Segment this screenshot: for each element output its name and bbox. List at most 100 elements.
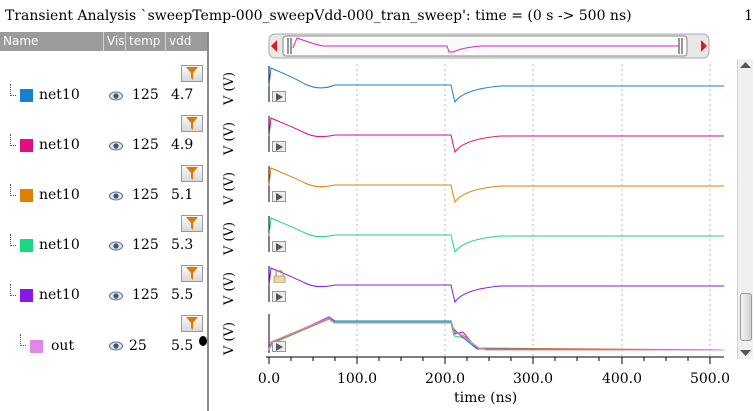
filter-button[interactable] [181, 65, 203, 82]
waveform-plot-area[interactable]: V (V) V (V) V (V) V (V) V (V) V (V) 0.0 … [211, 32, 755, 411]
x-tick-label: 500.0 [689, 371, 731, 387]
filter-button[interactable] [181, 315, 203, 332]
eye-icon[interactable] [109, 189, 123, 203]
title-bar: Transient Analysis `sweepTemp-000_sweepV… [0, 0, 755, 32]
signal-row[interactable]: net10 125 5.1 [0, 159, 207, 209]
signal-temp: 125 [132, 87, 159, 103]
x-tick-label: 400.0 [601, 371, 643, 387]
play-triangle-icon [276, 143, 283, 151]
signal-color-swatch[interactable] [20, 139, 33, 152]
strip-ylabel: V (V) [222, 121, 237, 155]
strip-menu-button[interactable] [272, 241, 286, 252]
selected-indicator [199, 336, 207, 346]
play-triangle-icon [276, 93, 283, 101]
column-header-vdd[interactable]: vdd [169, 34, 192, 48]
funnel-filter-icon [186, 267, 198, 280]
signal-vdd: 5.5 [171, 287, 194, 303]
tree-connector [10, 134, 16, 146]
waveform-net10-vdd4.7[interactable] [268, 67, 724, 104]
scroll-down-arrow-icon[interactable] [740, 349, 751, 357]
vertical-scrollbar[interactable] [737, 59, 753, 359]
list-header: Name Vis temp vdd [0, 32, 207, 51]
overview-scroller[interactable] [268, 33, 710, 59]
signal-row[interactable]: net10 125 4.9 [0, 109, 207, 159]
funnel-filter-icon [186, 317, 198, 330]
x-tick-label: 300.0 [512, 371, 554, 387]
filter-button[interactable] [181, 165, 203, 182]
waveform-net10-vdd4.9[interactable] [268, 117, 724, 154]
red-arrow-left-icon[interactable] [271, 40, 277, 52]
waveform-out-group[interactable] [268, 316, 725, 351]
funnel-filter-icon [186, 167, 198, 180]
signal-row[interactable]: net10 125 4.7 [0, 59, 207, 109]
x-tick-label: 200.0 [424, 371, 466, 387]
play-triangle-icon [276, 193, 283, 201]
red-arrow-right-icon[interactable] [701, 40, 707, 52]
signal-name: net10 [39, 87, 80, 103]
scrollbar-thumb[interactable] [740, 293, 752, 341]
tree-connector [10, 284, 16, 296]
tree-connector [10, 84, 16, 96]
lock-icon[interactable] [273, 270, 286, 283]
signal-row[interactable]: out 25 5.5 [0, 309, 207, 359]
signal-color-swatch[interactable] [20, 289, 33, 302]
filter-button[interactable] [181, 265, 203, 282]
signal-color-swatch[interactable] [30, 340, 43, 353]
eye-icon[interactable] [109, 339, 123, 353]
waveform-net10-vdd5.1[interactable] [268, 167, 724, 204]
waveform-canvas[interactable] [211, 32, 755, 411]
funnel-filter-icon [186, 217, 198, 230]
play-triangle-icon [276, 293, 283, 301]
signal-row[interactable]: net10 125 5.5 [0, 259, 207, 309]
signal-vdd: 5.1 [171, 187, 194, 203]
signal-name: out [51, 338, 75, 354]
strip-menu-button[interactable] [272, 291, 286, 302]
signal-temp: 125 [132, 187, 159, 203]
signal-name: net10 [39, 237, 80, 253]
play-triangle-icon [276, 343, 283, 351]
signal-temp: 125 [132, 137, 159, 153]
funnel-filter-icon [186, 67, 198, 80]
signal-vdd: 4.9 [171, 137, 194, 153]
x-tick-label: 100.0 [336, 371, 378, 387]
eye-icon[interactable] [109, 139, 123, 153]
x-axis [266, 356, 724, 364]
strip-ylabel: V (V) [222, 171, 237, 205]
strip-menu-button[interactable] [272, 91, 286, 102]
signal-color-swatch[interactable] [20, 239, 33, 252]
strip-menu-button[interactable] [272, 341, 286, 352]
filter-button[interactable] [181, 115, 203, 132]
column-header-temp[interactable]: temp [126, 32, 166, 51]
signal-temp: 125 [132, 237, 159, 253]
strip-menu-button[interactable] [272, 191, 286, 202]
scroll-up-arrow-icon[interactable] [740, 61, 751, 69]
filter-button[interactable] [181, 215, 203, 232]
signal-name: net10 [39, 187, 80, 203]
signal-row[interactable]: net10 125 5.3 [0, 209, 207, 259]
signal-temp: 25 [129, 338, 147, 354]
waveform-net10-vdd5.5[interactable] [268, 267, 724, 304]
eye-icon[interactable] [109, 89, 123, 103]
column-header-name[interactable]: Name [0, 32, 104, 51]
column-header-vis[interactable]: Vis [104, 32, 126, 51]
play-triangle-icon [276, 243, 283, 251]
signal-list-panel: Name Vis temp vdd net10 125 4.7 net10 12… [0, 32, 209, 411]
strip-ylabel: V (V) [222, 71, 237, 105]
eye-icon[interactable] [109, 289, 123, 303]
waveform-net10-vdd5.3[interactable] [268, 217, 724, 254]
x-axis-label: time (ns) [454, 390, 518, 406]
eye-icon[interactable] [109, 239, 123, 253]
signal-color-swatch[interactable] [20, 89, 33, 102]
signal-color-swatch[interactable] [20, 189, 33, 202]
tree-connector [10, 234, 16, 246]
x-tick-label: 0.0 [257, 371, 281, 387]
strip-menu-button[interactable] [272, 141, 286, 152]
vertical-grid [356, 64, 711, 356]
signal-vdd: 4.7 [171, 87, 194, 103]
strip-ylabel: V (V) [222, 321, 237, 355]
signal-name: net10 [39, 137, 80, 153]
window-index: 1 [744, 8, 753, 24]
tree-connector [10, 184, 16, 196]
funnel-filter-icon [186, 117, 198, 130]
signal-temp: 125 [132, 287, 159, 303]
